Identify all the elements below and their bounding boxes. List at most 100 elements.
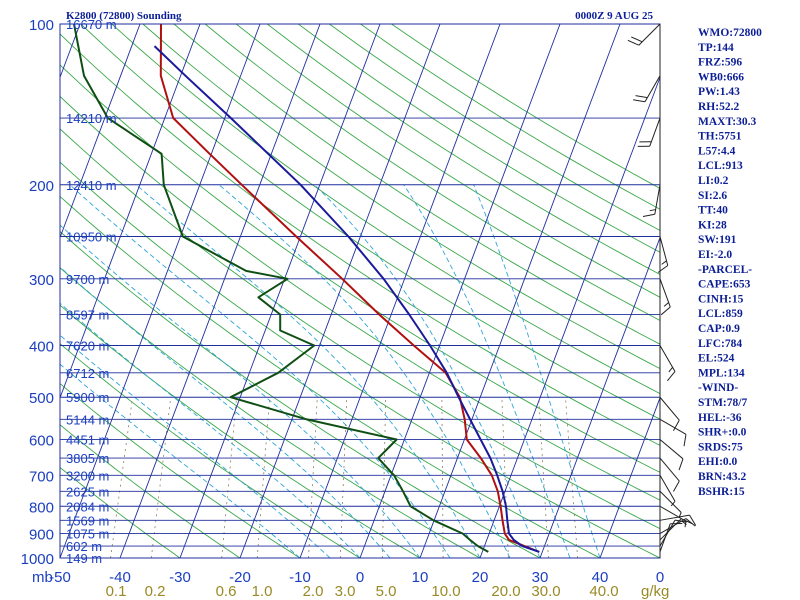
mixing-ratio-axis: 0.1 0.2 0.6 1.0 2.0 3.0 5.0 10.0 20.0 30.0 40.0 bbox=[106, 583, 619, 600]
wind-barb-staff bbox=[659, 505, 687, 522]
isotherm bbox=[119, 24, 321, 558]
wind-barb-staff bbox=[659, 396, 680, 421]
wind-barb bbox=[659, 396, 680, 431]
index-entry: TT:40 bbox=[698, 205, 728, 217]
index-entry: CAP:0.9 bbox=[698, 323, 740, 335]
wind-barb-flag bbox=[649, 209, 656, 212]
index-entry: MPL:134 bbox=[698, 367, 745, 379]
altitude-label: 12410 m bbox=[66, 178, 117, 193]
altitude-label: 4451 m bbox=[66, 433, 109, 448]
index-entry: BRN:43.2 bbox=[698, 471, 746, 483]
isotherm bbox=[479, 76, 660, 558]
wind-barb-staff bbox=[659, 514, 690, 521]
dewpoint-trace bbox=[73, 24, 489, 553]
index-entry: EHI:0.0 bbox=[698, 456, 738, 468]
altitude-label: 1075 m bbox=[66, 527, 109, 542]
mixing-ratio-tick-label: 40.0 bbox=[589, 583, 618, 600]
dry-adiabat bbox=[60, 64, 660, 473]
altitude-label: 2084 m bbox=[66, 499, 109, 514]
index-entry: HEL:-36 bbox=[698, 412, 742, 424]
index-entry: TP:144 bbox=[698, 42, 734, 54]
wind-barb-staff bbox=[644, 75, 661, 102]
pressure-tick-label: 800 bbox=[29, 499, 54, 516]
altitude-label: 3805 m bbox=[66, 451, 109, 466]
index-entry: WB0:666 bbox=[698, 71, 744, 83]
mixing-ratio-tick-label: 0.2 bbox=[145, 583, 166, 600]
pressure-axis: 100 200 300 400 500 600 700 800 900 1000 bbox=[21, 17, 54, 568]
index-entry: KI:28 bbox=[698, 219, 727, 231]
dry-adiabat bbox=[60, 33, 660, 446]
wind-barb-flag bbox=[668, 367, 673, 373]
mixing-ratio-line bbox=[381, 397, 387, 558]
altitude-label: 8597 m bbox=[66, 308, 109, 323]
temperature-tick-label: 40 bbox=[592, 569, 609, 586]
mixing-ratio-unit-label: g/kg bbox=[641, 583, 669, 600]
temperature-tick-label: 20 bbox=[472, 569, 489, 586]
index-entry: LCL:859 bbox=[698, 308, 743, 320]
temperature-axis: -50 -40 -30 -20 -10 0 10 20 30 40 0 bbox=[49, 569, 664, 586]
index-entry: LCL:913 bbox=[698, 160, 743, 172]
isotherm bbox=[359, 24, 561, 558]
wind-barb-staff bbox=[659, 278, 671, 308]
temperature-tick-label: -30 bbox=[169, 569, 191, 586]
altitude-label: 1569 m bbox=[66, 513, 109, 528]
wind-barb-staff bbox=[659, 345, 676, 372]
mixing-ratio-line bbox=[441, 397, 444, 558]
mixing-ratio-tick-label: 0.6 bbox=[216, 583, 237, 600]
index-entry: EI:-2.0 bbox=[698, 249, 732, 261]
index-entry: PW:1.43 bbox=[698, 86, 740, 98]
moist-adiabat bbox=[60, 302, 361, 558]
index-entry: EL:524 bbox=[698, 353, 735, 365]
altitude-label: 10950 m bbox=[66, 229, 117, 244]
isotherm bbox=[419, 24, 621, 558]
wind-barb-flag bbox=[627, 39, 639, 46]
temperature-tick-label: 0 bbox=[656, 569, 664, 586]
wind-barb bbox=[642, 184, 661, 218]
index-entry: LFC:784 bbox=[698, 338, 742, 350]
mixing-ratio-tick-label: 30.0 bbox=[531, 583, 560, 600]
wind-barb bbox=[659, 490, 682, 519]
wind-barb-flag bbox=[672, 419, 680, 431]
wind-barb-staff bbox=[659, 439, 684, 460]
pressure-tick-label: 500 bbox=[29, 390, 54, 407]
isotherm bbox=[0, 24, 20, 558]
temperature-tick-label: -10 bbox=[289, 569, 311, 586]
wind-barb bbox=[659, 518, 693, 541]
pressure-tick-label: 600 bbox=[29, 433, 54, 450]
mixing-ratio-tick-label: 0.1 bbox=[106, 583, 127, 600]
index-entry: BSHR:15 bbox=[698, 486, 745, 498]
wind-barb bbox=[633, 75, 661, 103]
mixing-ratio-tick-label: 5.0 bbox=[376, 583, 397, 600]
wind-barb bbox=[659, 514, 697, 526]
index-entry: SRDS:75 bbox=[698, 441, 743, 453]
wind-barb-staff bbox=[659, 418, 687, 435]
dry-adiabat bbox=[60, 343, 361, 558]
altitude-label: 14210 m bbox=[66, 111, 117, 126]
index-entry: CINH:15 bbox=[698, 293, 744, 305]
wind-barb-flag bbox=[642, 213, 655, 218]
isotherm bbox=[179, 24, 381, 558]
wind-barb bbox=[627, 23, 661, 46]
isotherm bbox=[299, 24, 501, 558]
mixing-ratio-tick-label: 3.0 bbox=[335, 583, 356, 600]
pressure-tick-label: 900 bbox=[29, 527, 54, 544]
mixing-ratio-tick-label: 10.0 bbox=[431, 583, 460, 600]
wind-barb bbox=[657, 236, 669, 273]
temperature-trace bbox=[159, 24, 540, 553]
moist-adiabat bbox=[135, 184, 481, 558]
wind-barb-flag bbox=[678, 512, 682, 519]
temperature-tick-label: -20 bbox=[229, 569, 251, 586]
wind-barb-flag bbox=[635, 95, 648, 99]
index-entry: -WIND- bbox=[698, 382, 738, 394]
index-entry: TH:5751 bbox=[698, 131, 742, 143]
pressure-tick-label: 1000 bbox=[21, 551, 54, 568]
observation-time: 0000Z 9 AUG 25 bbox=[575, 10, 653, 22]
altitude-label: 5144 m bbox=[66, 412, 109, 427]
wind-barb-flag bbox=[678, 458, 684, 471]
temperature-tick-label: -40 bbox=[109, 569, 131, 586]
index-entry: SHR+:0.0 bbox=[698, 427, 747, 439]
altitude-labels: 16670 m 14210 m 12410 m 10950 m 9700 m 8597 m… bbox=[66, 17, 117, 566]
altitude-label: 9700 m bbox=[66, 272, 109, 287]
wind-barb-staff bbox=[659, 518, 682, 541]
